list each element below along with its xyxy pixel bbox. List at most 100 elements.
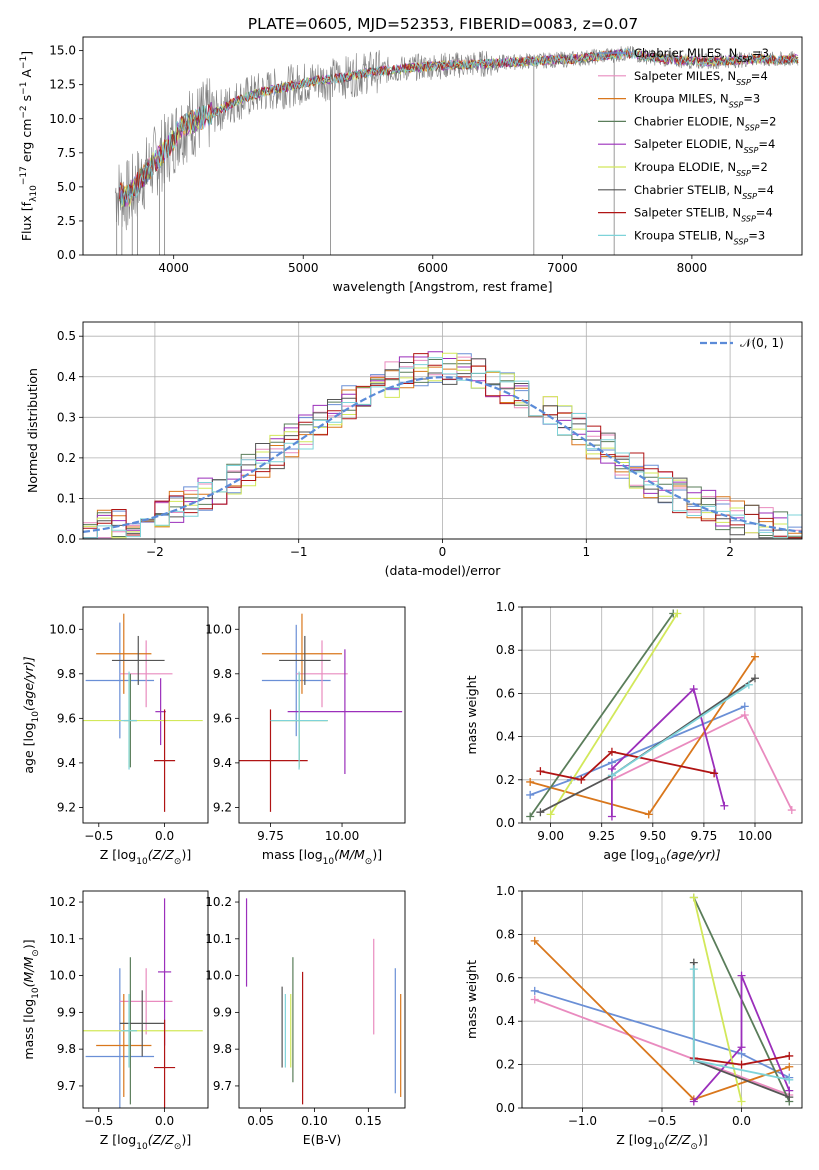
- weight-marker-chabrier_miles: [740, 702, 749, 711]
- weight-marker-salpeter_stelib: [607, 747, 616, 756]
- x-tick-label: −0.5: [647, 1114, 676, 1128]
- label-part: 10: [655, 857, 667, 867]
- weight-marker-kroupa_miles: [750, 652, 759, 661]
- weight-marker-salpeter_stelib: [785, 1051, 794, 1060]
- weight-marker-kroupa_elodie: [673, 609, 682, 618]
- x-axis-label: E(B-V): [303, 1132, 342, 1147]
- axes-frame: [82, 36, 803, 256]
- weight-marker-salpeter_stelib: [536, 767, 545, 776]
- y-tick-label: 0.2: [496, 773, 515, 787]
- x-tick-label: 1: [582, 545, 590, 559]
- legend-eq: =: [757, 183, 767, 197]
- label-part: 10: [31, 711, 41, 723]
- legend-n: , N: [720, 160, 736, 174]
- label-part: 10: [136, 857, 148, 867]
- y-tick-label: 9.4: [57, 756, 76, 770]
- weight-marker-kroupa_stelib: [785, 1075, 794, 1084]
- x-tick-label: 9.75: [257, 829, 284, 843]
- x-tick-label: 10.00: [325, 829, 359, 843]
- weight-marker-salpeter_elodie: [737, 1043, 746, 1052]
- legend-name: Chabrier STELIB: [634, 183, 726, 197]
- x-axis-label: (data-model)/error: [385, 563, 502, 578]
- weight-marker-salpeter_elodie: [607, 812, 616, 821]
- x-tick-label: −1: [290, 545, 308, 559]
- weight-marker-kroupa_stelib: [689, 1056, 698, 1065]
- x-axis-label: age [log10(age/yr)]: [603, 847, 720, 867]
- legend-sub: SSP: [734, 237, 749, 246]
- y-tick-label: 9.4: [213, 756, 232, 770]
- x-tick-label: 0.0: [155, 829, 174, 843]
- weight-marker-salpeter_stelib: [577, 775, 586, 784]
- y-tick-label: 0.1: [57, 491, 76, 505]
- weight-marker-chabrier_stelib: [785, 1093, 794, 1102]
- weight-line-chabrier_elodie: [529, 612, 674, 818]
- x-tick-label: −0.5: [84, 1114, 113, 1128]
- label-part: )]: [21, 939, 36, 949]
- label-part: ⊙: [31, 949, 41, 957]
- legend-name: Salpeter STELIB: [634, 206, 725, 220]
- weight-marker-kroupa_miles: [526, 777, 535, 786]
- y-tick-label: 0.3: [57, 410, 76, 424]
- label-part: −2: [19, 105, 29, 118]
- legend-eq: =: [743, 92, 753, 106]
- x-tick-label: 0.0: [732, 1114, 751, 1128]
- weight-marker-kroupa_elodie: [689, 893, 698, 902]
- model-spectrum-kroupa_stelib: [119, 48, 799, 206]
- legend-eq: =: [748, 228, 758, 242]
- weight-marker-salpeter_elodie: [689, 1097, 698, 1106]
- x-axis-label: Z [log10(Z/Z⊙)]: [100, 1132, 191, 1152]
- y-axis-label: mass [log10(M/M⊙)]: [21, 939, 41, 1059]
- label-part: (M/M: [21, 957, 36, 988]
- y-tick-label: 9.6: [57, 711, 76, 725]
- legend-name: Salpeter MILES: [634, 69, 720, 83]
- weight-line-salpeter_elodie: [611, 687, 726, 817]
- y-tick-label: 15.0: [49, 44, 76, 58]
- weight-line-salpeter_miles: [611, 713, 793, 811]
- y-tick-label: 0.6: [496, 971, 515, 985]
- legend-entry: Chabrier ELODIE, NSSP=2: [634, 114, 776, 131]
- y-tick-label: 0.2: [57, 451, 76, 465]
- legend-entry: Kroupa STELIB, NSSP=3: [634, 228, 765, 246]
- weight-marker-kroupa_miles: [785, 1062, 794, 1071]
- label-part: (Z/Z: [148, 847, 175, 862]
- y-tick-label: 0.8: [496, 927, 515, 941]
- legend-entry: Kroupa ELODIE, NSSP=2: [634, 160, 768, 178]
- weight-marker-chabrier_stelib: [750, 674, 759, 683]
- legend-entry: Kroupa MILES, NSSP=3: [634, 92, 760, 110]
- legend-nssp: 4: [760, 69, 767, 83]
- y-tick-label: 9.2: [57, 800, 76, 814]
- weight-line-salpeter_miles: [534, 998, 790, 1096]
- y-tick-label: 0.8: [496, 643, 515, 657]
- y-tick-label: 9.9: [57, 1005, 76, 1019]
- weight-marker-salpeter_elodie: [720, 801, 729, 810]
- x-tick-label: 0.10: [301, 1114, 328, 1128]
- label-part: ⊙: [174, 857, 182, 867]
- legend-name: Kroupa ELODIE: [634, 160, 720, 174]
- chart-mass_vs_ebv: 0.05 0.10 0.15 9.7 9.8 9.9 10.0 10.1 10.2 E(B-V): [205, 890, 406, 1147]
- y-axis-label: Flux [fλ10−17 erg cm−2 s−1 A−1]: [19, 51, 39, 241]
- weight-marker-kroupa_elodie: [737, 1097, 746, 1106]
- y-tick-label: 0.2: [496, 1058, 515, 1072]
- y-tick-label: 0.4: [496, 1014, 515, 1028]
- legend-n: , N: [721, 46, 737, 60]
- label-part: mass [log: [21, 999, 36, 1060]
- weight-marker-kroupa_stelib: [744, 680, 753, 689]
- x-tick-label: 10.00: [738, 829, 772, 843]
- y-tick-label: 9.8: [213, 1042, 232, 1056]
- legend-eq: =: [756, 206, 766, 220]
- chart-weight_vs_Z: −1.0 −0.5 0.0 0.0 0.2 0.4 0.6 0.8 1.0 Z [log10(Z/…: [464, 884, 803, 1152]
- weight-marker-salpeter_stelib: [737, 1060, 746, 1069]
- weight-marker-salpeter_miles: [787, 806, 796, 815]
- label-part: (age/yr)]: [666, 847, 721, 862]
- legend-sub: SSP: [729, 100, 744, 109]
- legend-sub: SSP: [736, 77, 751, 86]
- histogram-kroupa_stelib: [83, 357, 802, 539]
- weight-marker-kroupa_elodie: [546, 810, 555, 819]
- weight-line-kroupa_elodie: [692, 897, 743, 1102]
- legend-name: Salpeter ELODIE: [634, 137, 728, 151]
- weight-marker-chabrier_stelib: [536, 808, 545, 817]
- legend-sub: SSP: [741, 214, 756, 223]
- y-tick-label: 9.8: [213, 667, 232, 681]
- label-part: (M/M: [334, 847, 365, 862]
- y-axis-label: Normed distribution: [25, 368, 40, 493]
